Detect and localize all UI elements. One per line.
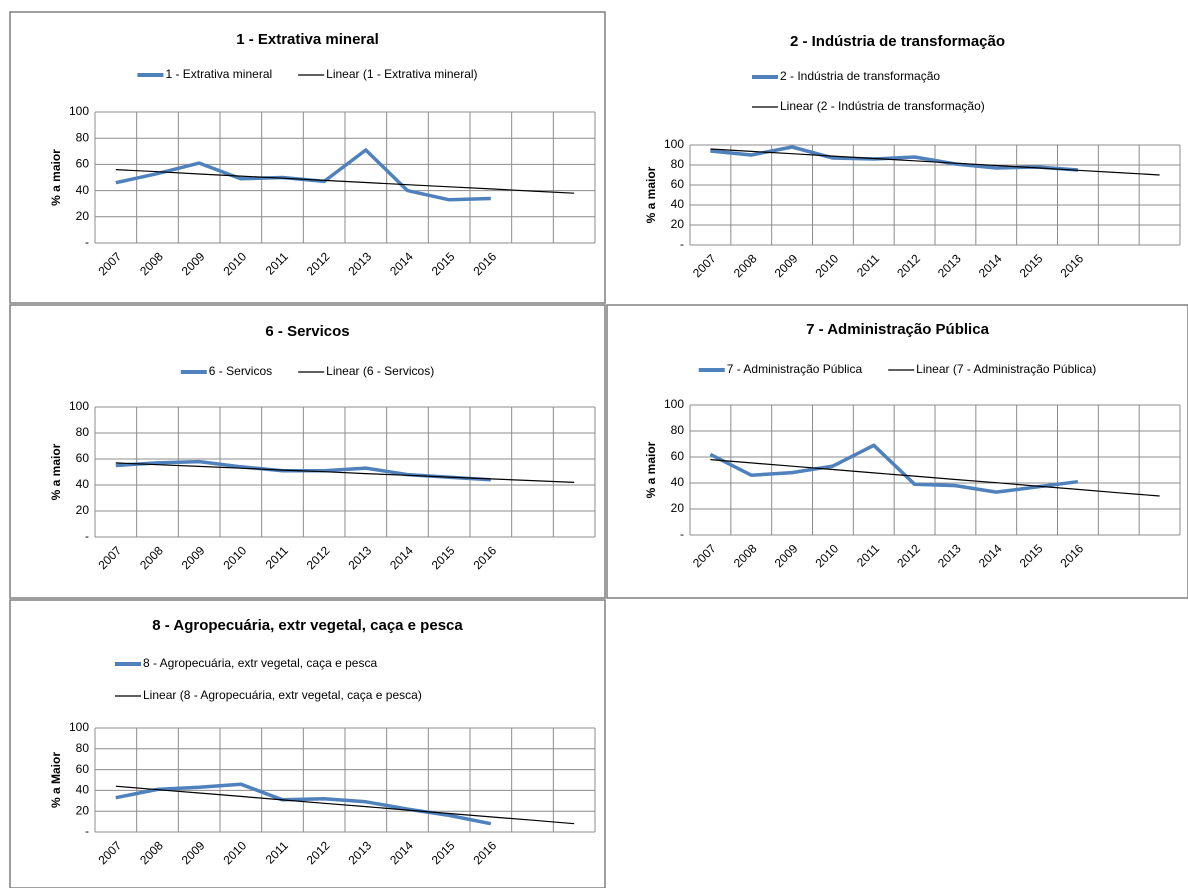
y-tick-label: 80	[671, 423, 685, 437]
chart-title: 7 - Administração Pública	[806, 321, 989, 338]
chart-title: 1 - Extrativa mineral	[236, 31, 379, 48]
y-tick-label: 40	[76, 783, 90, 797]
y-axis-label: % a maior	[644, 441, 658, 498]
y-tick-label: 60	[76, 762, 90, 776]
x-tick-label: 2014	[976, 251, 1005, 280]
y-axis-label: % a Maior	[49, 752, 63, 808]
chart-title: 8 - Agropecuária, extr vegetal, caça e p…	[152, 617, 463, 634]
y-tick-label: 100	[69, 104, 89, 118]
legend-label: Linear (8 - Agropecuária, extr vegetal, …	[143, 688, 422, 702]
y-tick-label: 20	[76, 803, 90, 817]
chart-panel	[9, 599, 606, 888]
trend-line	[115, 785, 575, 825]
x-tick-label: 2008	[731, 251, 760, 280]
x-tick-label: 2015	[1017, 251, 1046, 280]
y-tick-label: 100	[664, 397, 684, 411]
y-tick-label: 40	[76, 183, 90, 197]
y-tick-label: 60	[671, 449, 685, 463]
y-tick-label: -	[85, 235, 89, 249]
y-tick-label: 20	[671, 501, 685, 515]
y-tick-label: 20	[76, 209, 90, 223]
legend-label: 1 - Extrativa mineral	[165, 67, 272, 81]
legend: 1 - Extrativa mineral Linear (1 - Extrati…	[137, 67, 478, 81]
trend-line	[115, 169, 575, 194]
chart-title: 6 - Servicos	[265, 323, 349, 340]
y-axis-label: % a maior	[644, 166, 658, 223]
y-tick-label: 20	[671, 217, 685, 231]
legend: 6 - Servicos Linear (6 - Servicos)	[180, 364, 434, 378]
y-tick-label: 40	[76, 477, 90, 491]
x-tick-label: 2011	[854, 251, 882, 279]
y-tick-label: 100	[69, 720, 89, 734]
y-tick-label: 80	[76, 741, 90, 755]
legend-label: 2 - Indústria de transformação	[780, 69, 940, 83]
y-tick-label: 80	[76, 130, 90, 144]
y-tick-label: 40	[671, 475, 685, 489]
x-tick-label: 2013	[935, 251, 964, 280]
legend-label: Linear (2 - Indústria de transformação)	[780, 99, 985, 113]
y-tick-label: 20	[76, 503, 90, 517]
y-tick-label: -	[680, 527, 684, 541]
data-line	[709, 443, 1079, 494]
legend-label: 6 - Servicos	[209, 364, 272, 378]
y-tick-label: 100	[664, 137, 684, 151]
chart-panel	[606, 304, 1188, 599]
legend-label: Linear (7 - Administração Pública)	[916, 362, 1096, 376]
y-tick-label: 60	[76, 157, 90, 171]
y-tick-label: 60	[76, 451, 90, 465]
legend-label: 8 - Agropecuária, extr vegetal, caça e p…	[143, 656, 377, 670]
trend-line	[710, 148, 1160, 176]
y-tick-label: 80	[671, 157, 685, 171]
x-tick-label: 2016	[1057, 251, 1086, 280]
legend-label: Linear (6 - Servicos)	[326, 364, 434, 378]
y-tick-label: -	[680, 237, 684, 251]
legend: 7 - Administração Pública Linear (7 - Adm…	[698, 362, 1096, 376]
legend-label: 7 - Administração Pública	[727, 362, 863, 376]
legend-label: Linear (1 - Extrativa mineral)	[326, 67, 477, 81]
y-tick-label: 100	[69, 399, 89, 413]
x-tick-label: 2012	[894, 251, 923, 280]
y-axis-label: % a maior	[49, 149, 63, 206]
data-line	[710, 145, 1079, 172]
y-tick-label: 80	[76, 425, 90, 439]
chart-title: 2 - Indústria de transformação	[790, 33, 1005, 50]
x-tick-label: 2010	[812, 251, 841, 280]
y-tick-label: -	[85, 529, 89, 543]
x-tick-label: 2007	[690, 251, 719, 280]
chart-panel	[9, 304, 606, 599]
y-tick-label: -	[85, 824, 89, 838]
y-axis-label: % a maior	[49, 443, 63, 500]
chart-panel	[9, 11, 606, 304]
x-tick-label: 2009	[772, 251, 801, 280]
y-tick-label: 60	[671, 177, 685, 191]
y-tick-label: 40	[671, 197, 685, 211]
trend-line	[115, 462, 575, 483]
trend-line	[710, 459, 1160, 497]
